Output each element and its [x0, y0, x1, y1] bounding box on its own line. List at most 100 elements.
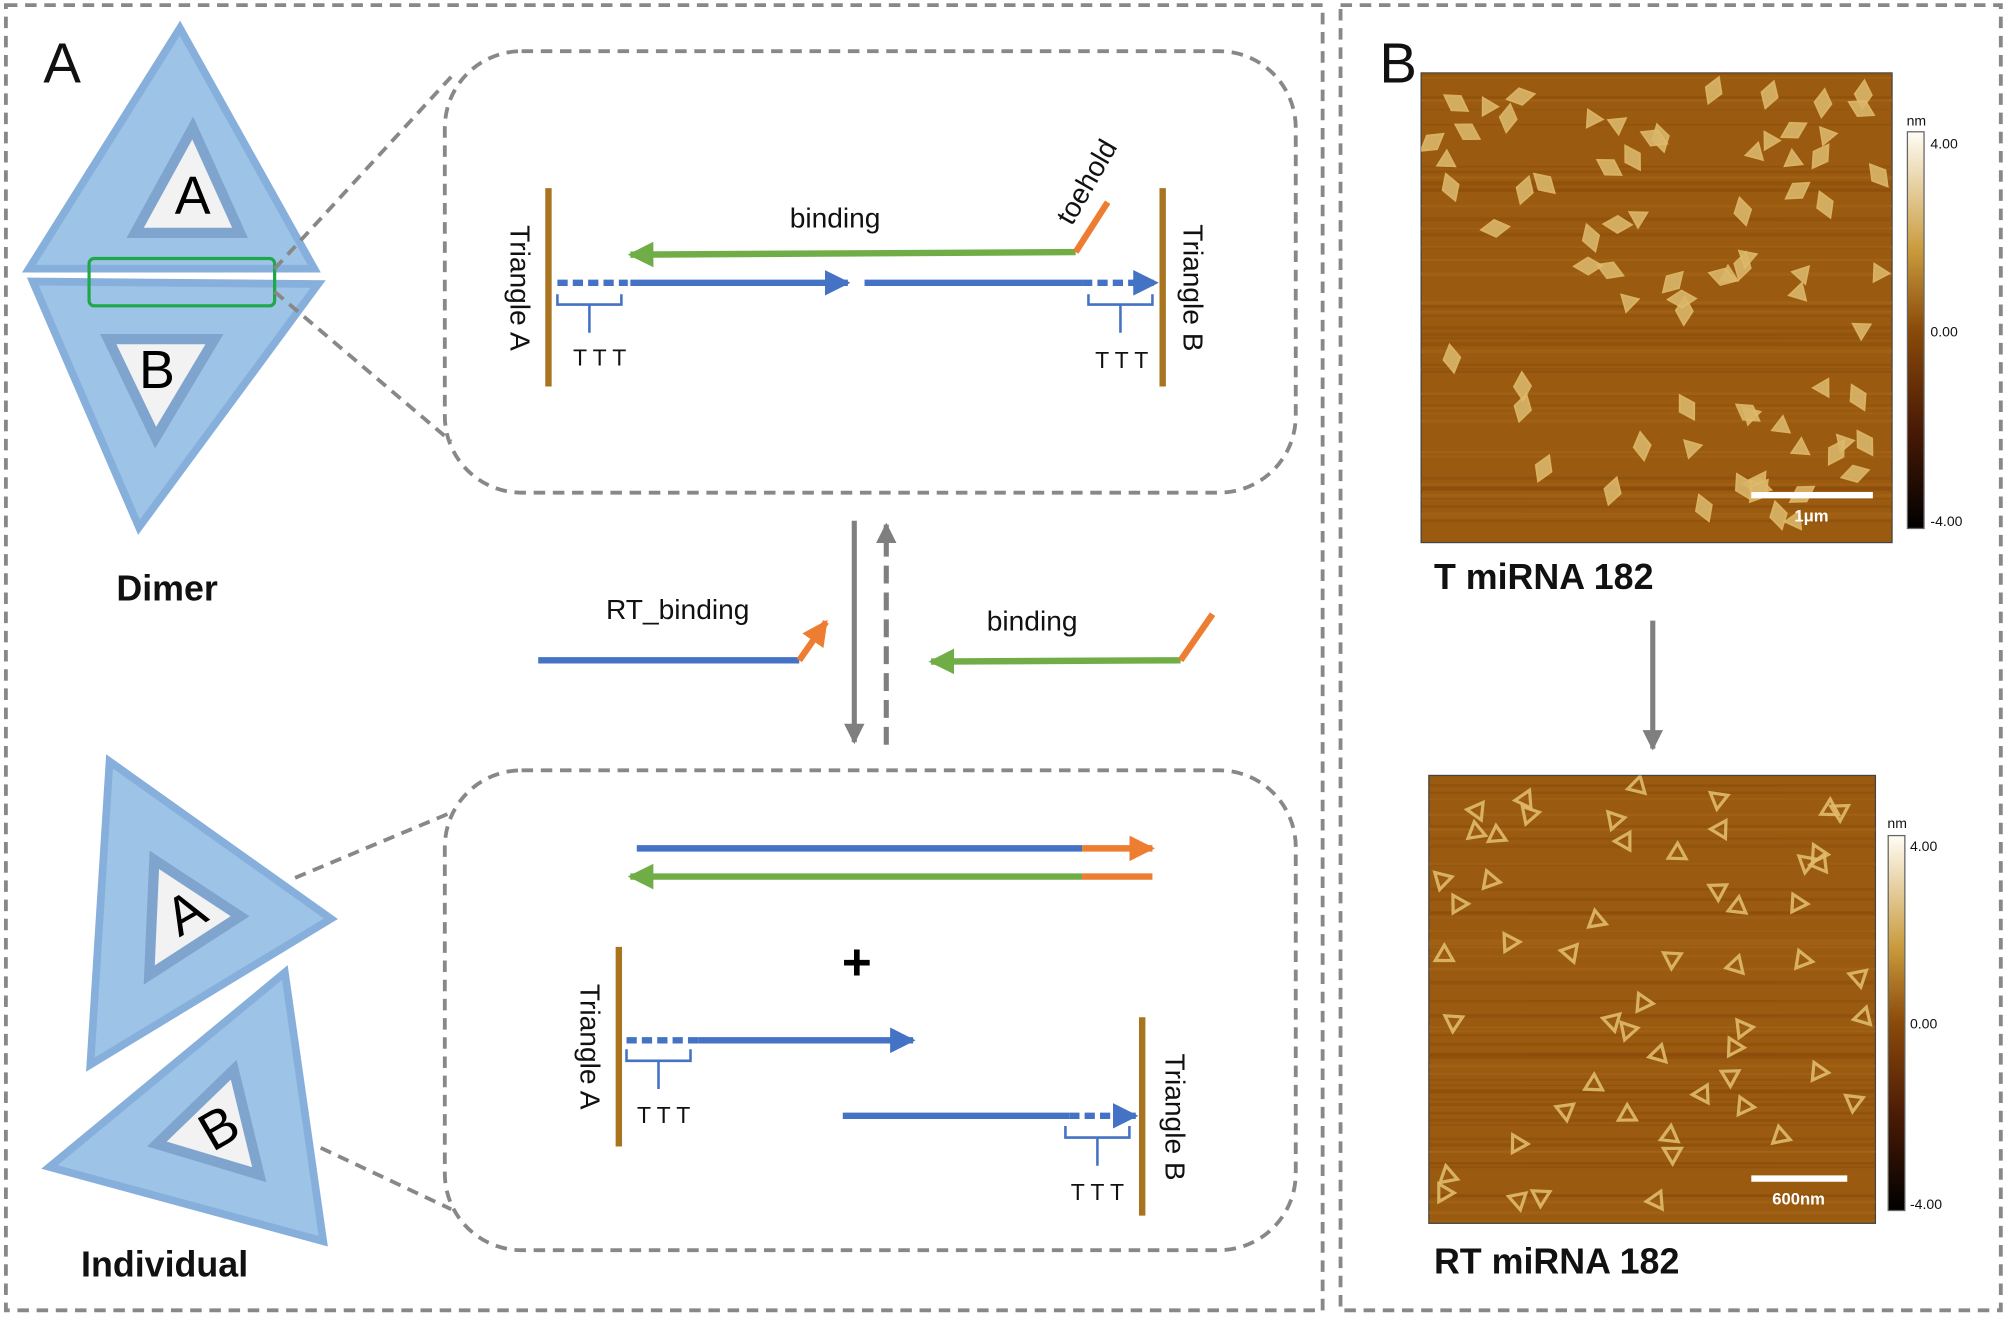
particles: [1421, 72, 1893, 531]
particle: [1442, 94, 1470, 112]
particle: [1465, 818, 1489, 841]
particle: [1532, 172, 1556, 195]
colorbar-unit: nm: [1907, 112, 1927, 128]
panel-a-frame: [3, 3, 1325, 1313]
particle: [1572, 256, 1605, 276]
particle: [1581, 1071, 1606, 1092]
particle: [1770, 414, 1792, 434]
colorbar-tick: 4.00: [1910, 838, 1938, 854]
particle: [1595, 158, 1623, 176]
scale-label: 1μm: [1794, 506, 1828, 525]
particle: [1818, 125, 1839, 147]
afm-background: [1428, 774, 1877, 1224]
particle: [1463, 799, 1485, 823]
triangle: [21, 20, 321, 273]
particle: [1510, 1131, 1532, 1156]
particle: [1726, 1035, 1748, 1059]
particle: [1618, 1020, 1641, 1043]
particle: [1733, 195, 1753, 227]
particle: [1485, 822, 1509, 844]
colorbar-tick: 0.00: [1930, 323, 1958, 339]
caption: RT miRNA 182: [1434, 1242, 1679, 1282]
reaction: RT_binding binding: [538, 520, 1216, 745]
edge-label: Triangle A: [575, 984, 606, 1110]
particle: [1689, 1082, 1710, 1106]
particle: [1624, 775, 1648, 796]
particle: [1453, 123, 1482, 141]
particle: [1442, 342, 1462, 375]
particle: [1783, 509, 1803, 531]
spacer-label: T T T: [1071, 1179, 1124, 1205]
triangle-label: B: [139, 340, 175, 400]
particle: [1603, 475, 1622, 507]
particle: [1849, 383, 1867, 412]
particle: [1718, 1069, 1742, 1090]
particle: [1783, 147, 1805, 168]
colorbar: [1906, 131, 1925, 530]
panel-b-frame: [1338, 3, 2003, 1313]
particle: [1534, 453, 1553, 483]
edge-label: Triangle A: [504, 225, 535, 351]
particle: [1421, 132, 1445, 152]
particle: [1657, 1122, 1681, 1144]
edge-label: Triangle B: [1177, 224, 1208, 351]
particle: [1515, 174, 1534, 206]
toehold: [1072, 200, 1111, 254]
particle: [1606, 117, 1628, 137]
particle: [1481, 95, 1500, 118]
particle: [1435, 148, 1457, 168]
particle: [1451, 892, 1472, 916]
particle: [1586, 907, 1610, 929]
particle: [1479, 218, 1512, 238]
particle: [1813, 87, 1833, 119]
toehold: [796, 619, 829, 663]
particle: [1851, 322, 1873, 342]
particle: [1432, 870, 1456, 893]
particle: [1441, 172, 1460, 203]
dimer-detail: Triangle A Triangle B binding toehold T …: [442, 49, 1298, 495]
particle: [1763, 130, 1782, 152]
particle: [1847, 100, 1876, 118]
particle: [1605, 809, 1628, 833]
particle: [1811, 377, 1830, 399]
triangle-hole: [147, 1059, 267, 1183]
particle: [1529, 1189, 1553, 1210]
zoom-line: [273, 290, 453, 443]
particle: [1505, 87, 1537, 106]
particle: [1581, 222, 1601, 254]
particle: [1816, 189, 1834, 220]
particle: [1707, 790, 1731, 813]
particle: [1678, 393, 1696, 422]
particle: [1512, 370, 1533, 403]
colorbar-tick: -4.00: [1910, 1196, 1942, 1212]
triangle-hole: [126, 116, 248, 239]
particle: [1632, 430, 1652, 462]
particle: [1846, 968, 1869, 991]
particle: [1827, 803, 1852, 825]
brace: [556, 294, 623, 333]
particle: [1666, 289, 1698, 309]
particle: [1793, 947, 1816, 971]
zoom-line: [319, 1146, 453, 1211]
particle: [1872, 262, 1892, 284]
particle: [1553, 1102, 1577, 1124]
particle: [1760, 79, 1779, 111]
brace: [1064, 1126, 1131, 1166]
particle: [1511, 787, 1533, 811]
particle: [1843, 1093, 1867, 1116]
caption: Dimer: [116, 569, 218, 609]
particle: [1850, 1004, 1873, 1027]
particle: [1611, 829, 1632, 853]
strand-label: binding: [790, 203, 881, 234]
particle: [1615, 1101, 1640, 1122]
particle: [1694, 493, 1713, 523]
spacer-label: T T T: [1095, 347, 1148, 373]
particle: [1624, 144, 1641, 172]
highlight-box: [87, 256, 277, 308]
particle: [1856, 429, 1874, 457]
particle: [1665, 839, 1689, 861]
particle: [1635, 990, 1657, 1014]
particle: [1806, 851, 1829, 875]
